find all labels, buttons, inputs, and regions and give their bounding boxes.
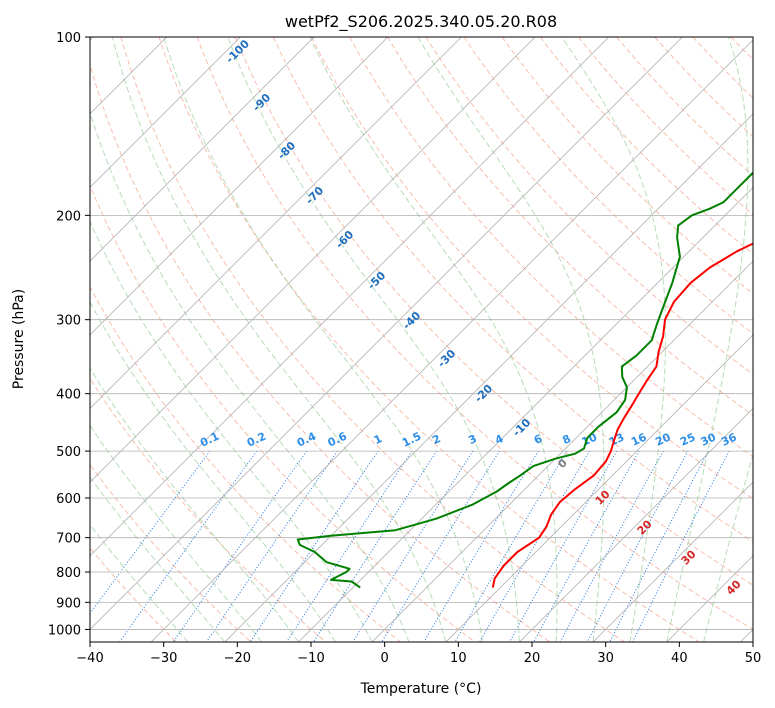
mixing-ratio-line xyxy=(509,450,618,642)
moist-adiabat-line xyxy=(561,37,667,642)
x-tick-label: 30 xyxy=(597,651,614,666)
y-axis-label: Pressure (hPa) xyxy=(11,289,27,389)
moist-adiabat-line xyxy=(90,220,373,642)
mixing-ratio-label: 30 xyxy=(699,430,719,448)
isotherm-line xyxy=(90,37,315,262)
dry-adiabat-line xyxy=(196,37,753,630)
dry-adiabat-line xyxy=(539,37,753,255)
moist-adiabat-line xyxy=(666,37,749,642)
isotherm-line xyxy=(90,37,683,631)
dry-adiabat-line xyxy=(616,37,753,177)
x-tick-label: −40 xyxy=(76,651,103,666)
moist-adiabat-line xyxy=(227,37,520,642)
isotherm-line xyxy=(224,113,753,642)
isotherm-line xyxy=(150,39,753,642)
mixing-ratio-line xyxy=(609,450,709,642)
mixing-ratio-line xyxy=(90,450,211,615)
y-tick-label: 400 xyxy=(56,388,81,403)
dry-adiabat-line xyxy=(120,37,625,642)
moist-adiabat-line xyxy=(163,37,484,642)
x-tick-label: −20 xyxy=(224,651,251,666)
isotherm-line xyxy=(90,37,536,483)
isotherm-line xyxy=(519,407,753,642)
x-tick-label: −10 xyxy=(297,651,324,666)
x-tick-label: 0 xyxy=(381,651,389,666)
profile-series xyxy=(296,171,753,589)
chart-title: wetPf2_S206.2025.340.05.20.R08 xyxy=(285,12,557,32)
dry-adiabat-line xyxy=(90,285,401,642)
dewpoint-profile-line xyxy=(296,171,753,589)
isotherm-line xyxy=(371,260,753,642)
dry-adiabat-line xyxy=(272,37,753,543)
mixing-ratio-line xyxy=(559,450,664,642)
y-tick-label: 800 xyxy=(56,566,81,581)
isotherm-line xyxy=(90,37,610,557)
mixing-ratio-label: 25 xyxy=(678,431,697,449)
x-tick-label: 10 xyxy=(450,651,467,666)
y-tick-label: 300 xyxy=(56,314,81,329)
x-tick-label: 50 xyxy=(745,651,762,666)
moist-adiabat-line xyxy=(90,111,410,642)
y-tick-label: 600 xyxy=(56,492,81,507)
dry-adiabat-line xyxy=(158,37,700,642)
mixing-ratio-line xyxy=(313,450,438,642)
dry-adiabat-line xyxy=(425,37,753,375)
mixing-ratio-line xyxy=(586,450,689,642)
temperature-profile-line xyxy=(491,242,753,588)
moist-adiabat-line xyxy=(309,37,558,642)
isotherm-line xyxy=(90,37,389,336)
mixing-ratio-label: 13 xyxy=(607,431,626,449)
moist-adiabat-line xyxy=(90,524,189,642)
isotherm-line xyxy=(90,37,462,410)
isotherm-line xyxy=(592,481,753,642)
mixing-ratio-label: 20 xyxy=(653,430,673,448)
isotherms xyxy=(90,37,753,642)
dry-adiabat-line xyxy=(90,463,252,642)
moist-adiabat-line xyxy=(90,301,336,642)
mixing-ratio-line xyxy=(533,450,640,642)
moist-adiabat-line xyxy=(417,37,605,642)
dry-adiabat-line xyxy=(90,62,551,642)
mixing-ratio-line xyxy=(119,450,258,642)
y-tick-label: 700 xyxy=(56,532,81,547)
dry-adiabats xyxy=(90,37,753,642)
dry-adiabat-line xyxy=(234,37,753,586)
y-tick-label: 200 xyxy=(56,209,81,224)
x-tick-label: 20 xyxy=(524,651,541,666)
dry-adiabat-line xyxy=(387,37,753,416)
pressure-gridlines xyxy=(90,37,753,630)
isotherm-line xyxy=(445,334,753,642)
x-axis-label: Temperature (°C) xyxy=(360,681,482,697)
x-axis-ticks: −40 −30 −20 −10 0 10 20 30 40 50 xyxy=(76,642,761,666)
y-axis-ticks: 100 200 300 400 500 600 700 800 900 1000 xyxy=(48,31,90,638)
moist-adiabat-line xyxy=(90,476,226,642)
dry-adiabat-line xyxy=(501,37,753,295)
mixing-ratio-line xyxy=(286,450,413,642)
mixing-ratio-label: 16 xyxy=(629,430,649,448)
mixing-ratio-lines xyxy=(90,450,730,642)
moist-adiabats xyxy=(90,37,753,642)
mixing-ratio-line xyxy=(454,450,568,642)
mixing-ratio-line xyxy=(479,450,591,642)
mixing-ratio-label: 36 xyxy=(719,430,739,448)
y-tick-label: 900 xyxy=(56,596,81,611)
x-tick-label: 40 xyxy=(671,651,688,666)
dry-adiabat-line xyxy=(311,37,753,500)
y-tick-label: 1000 xyxy=(48,623,81,638)
isotherm-line xyxy=(298,186,753,642)
isotherm-line xyxy=(90,37,241,189)
moist-adiabat-line xyxy=(112,37,447,642)
y-tick-label: 100 xyxy=(56,31,81,46)
mixing-ratio-line xyxy=(423,450,539,642)
moist-adiabat-line xyxy=(90,367,299,642)
moist-adiabat-line xyxy=(90,424,262,642)
plot-frame xyxy=(89,36,754,643)
x-tick-label: −30 xyxy=(150,651,177,666)
y-tick-label: 500 xyxy=(56,445,81,460)
